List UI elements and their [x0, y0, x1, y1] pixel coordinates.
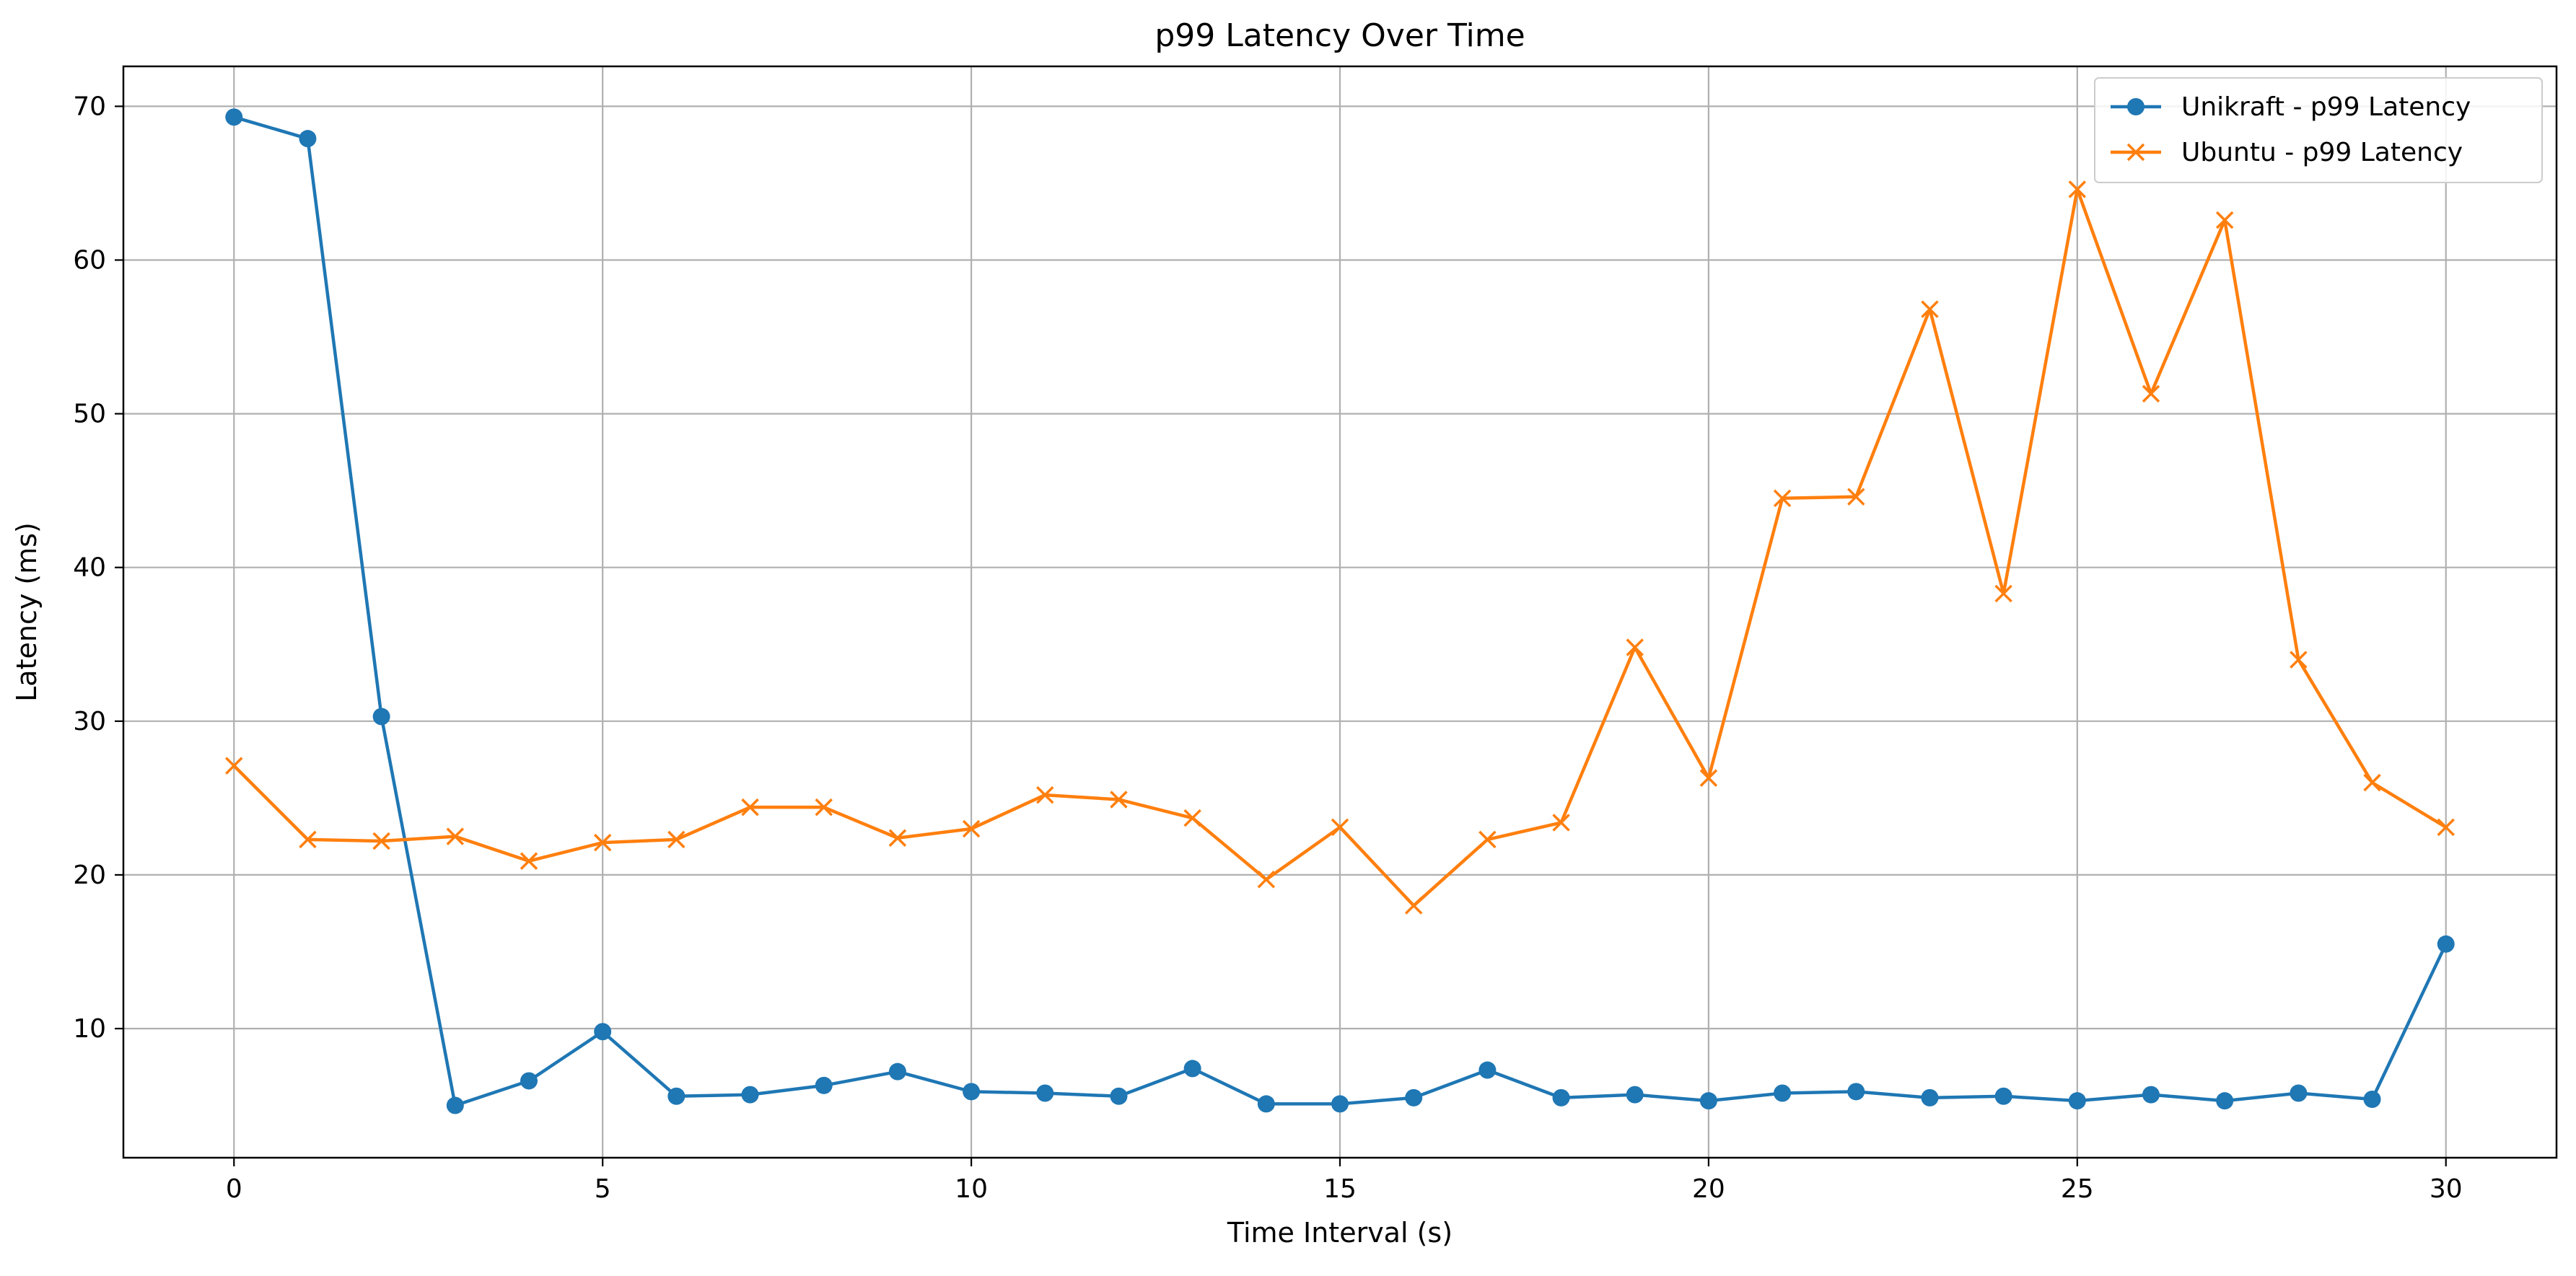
data-point — [2215, 211, 2234, 229]
data-point — [1552, 814, 1570, 832]
x-tick-label: 5 — [595, 1174, 611, 1204]
x-tick-label: 0 — [226, 1174, 242, 1204]
data-point — [963, 1083, 981, 1101]
y-tick-label: 20 — [73, 861, 106, 890]
data-point — [2290, 1084, 2308, 1102]
data-point — [1404, 897, 1423, 915]
y-tick-label: 50 — [73, 400, 106, 429]
x-tick-label: 20 — [1692, 1174, 1725, 1204]
data-point — [1036, 786, 1054, 804]
data-point — [1847, 488, 1865, 506]
x-tick-label: 30 — [2430, 1174, 2463, 1204]
y-tick-label: 30 — [73, 707, 106, 736]
data-point — [1626, 1086, 1644, 1104]
data-point — [1994, 584, 2012, 603]
data-point — [888, 1062, 906, 1081]
y-tick-label: 10 — [73, 1014, 106, 1044]
data-point — [962, 819, 981, 838]
data-point — [446, 1096, 464, 1114]
data-point — [520, 852, 538, 870]
data-point — [593, 833, 612, 852]
data-point — [815, 1076, 833, 1094]
legend-marker — [2127, 98, 2145, 115]
data-point — [667, 830, 685, 849]
data-point — [2290, 651, 2308, 669]
data-point — [225, 108, 243, 126]
x-tick-label: 15 — [1323, 1174, 1357, 1204]
data-point — [741, 798, 759, 817]
data-point — [1110, 1087, 1128, 1105]
data-point — [2363, 1091, 2381, 1109]
series-0 — [225, 108, 2455, 1114]
x-tick-label: 25 — [2061, 1174, 2094, 1204]
chart-title: p99 Latency Over Time — [1155, 17, 1525, 54]
data-point — [1699, 769, 1718, 787]
data-point — [299, 130, 317, 148]
x-axis-label: Time Interval (s) — [1227, 1217, 1453, 1249]
data-point — [1257, 871, 1276, 889]
data-point — [1183, 809, 1201, 827]
x-tick-label: 10 — [955, 1174, 988, 1204]
data-point — [372, 708, 390, 726]
data-point — [2142, 1086, 2160, 1104]
data-point — [2437, 935, 2455, 953]
y-tick-label: 70 — [73, 92, 106, 121]
data-point — [225, 757, 243, 775]
data-point — [2363, 773, 2381, 792]
data-point — [2068, 1092, 2086, 1110]
data-point — [1626, 638, 1644, 656]
legend-marker — [2126, 143, 2145, 162]
data-point — [667, 1087, 685, 1105]
data-point — [1478, 830, 1497, 849]
data-point — [1699, 1092, 1717, 1110]
data-point — [1110, 791, 1128, 809]
data-point — [1331, 818, 1349, 837]
data-point — [446, 827, 465, 845]
data-point — [299, 830, 317, 849]
data-point — [1257, 1095, 1275, 1113]
data-point — [1331, 1095, 1349, 1113]
data-point — [1921, 1088, 1939, 1106]
data-point — [1405, 1088, 1423, 1106]
data-point — [1552, 1088, 1570, 1106]
axis-ticks: 0 5 10 15 20 25 30 10 20 30 40 50 60 70 — [73, 92, 2462, 1204]
series-group — [225, 108, 2455, 1114]
data-point — [1183, 1060, 1201, 1078]
data-point — [2437, 818, 2455, 837]
data-point — [372, 832, 390, 850]
data-point — [594, 1023, 612, 1041]
data-point — [2216, 1092, 2234, 1110]
data-point — [888, 829, 907, 847]
data-point — [1478, 1061, 1497, 1079]
data-point — [1921, 300, 1939, 318]
legend: Unikraft - p99 Latency Ubuntu - p99 Laten… — [2094, 77, 2543, 183]
data-point — [1774, 1084, 1792, 1102]
data-point — [1036, 1084, 1054, 1102]
legend-label: Ubuntu - p99 Latency — [2181, 138, 2463, 167]
data-point — [815, 798, 833, 817]
data-point — [1847, 1083, 1865, 1101]
data-point — [1773, 489, 1792, 508]
legend-box — [2094, 77, 2543, 183]
data-point — [2068, 180, 2087, 198]
data-point — [520, 1072, 538, 1090]
data-point — [741, 1086, 759, 1104]
y-axis-label: Latency (ms) — [11, 522, 43, 702]
data-point — [1994, 1087, 2012, 1105]
y-tick-label: 40 — [73, 553, 106, 583]
series-1 — [225, 180, 2455, 915]
legend-label: Unikraft - p99 Latency — [2181, 92, 2471, 122]
data-point — [2142, 384, 2160, 403]
y-tick-label: 60 — [73, 246, 106, 276]
